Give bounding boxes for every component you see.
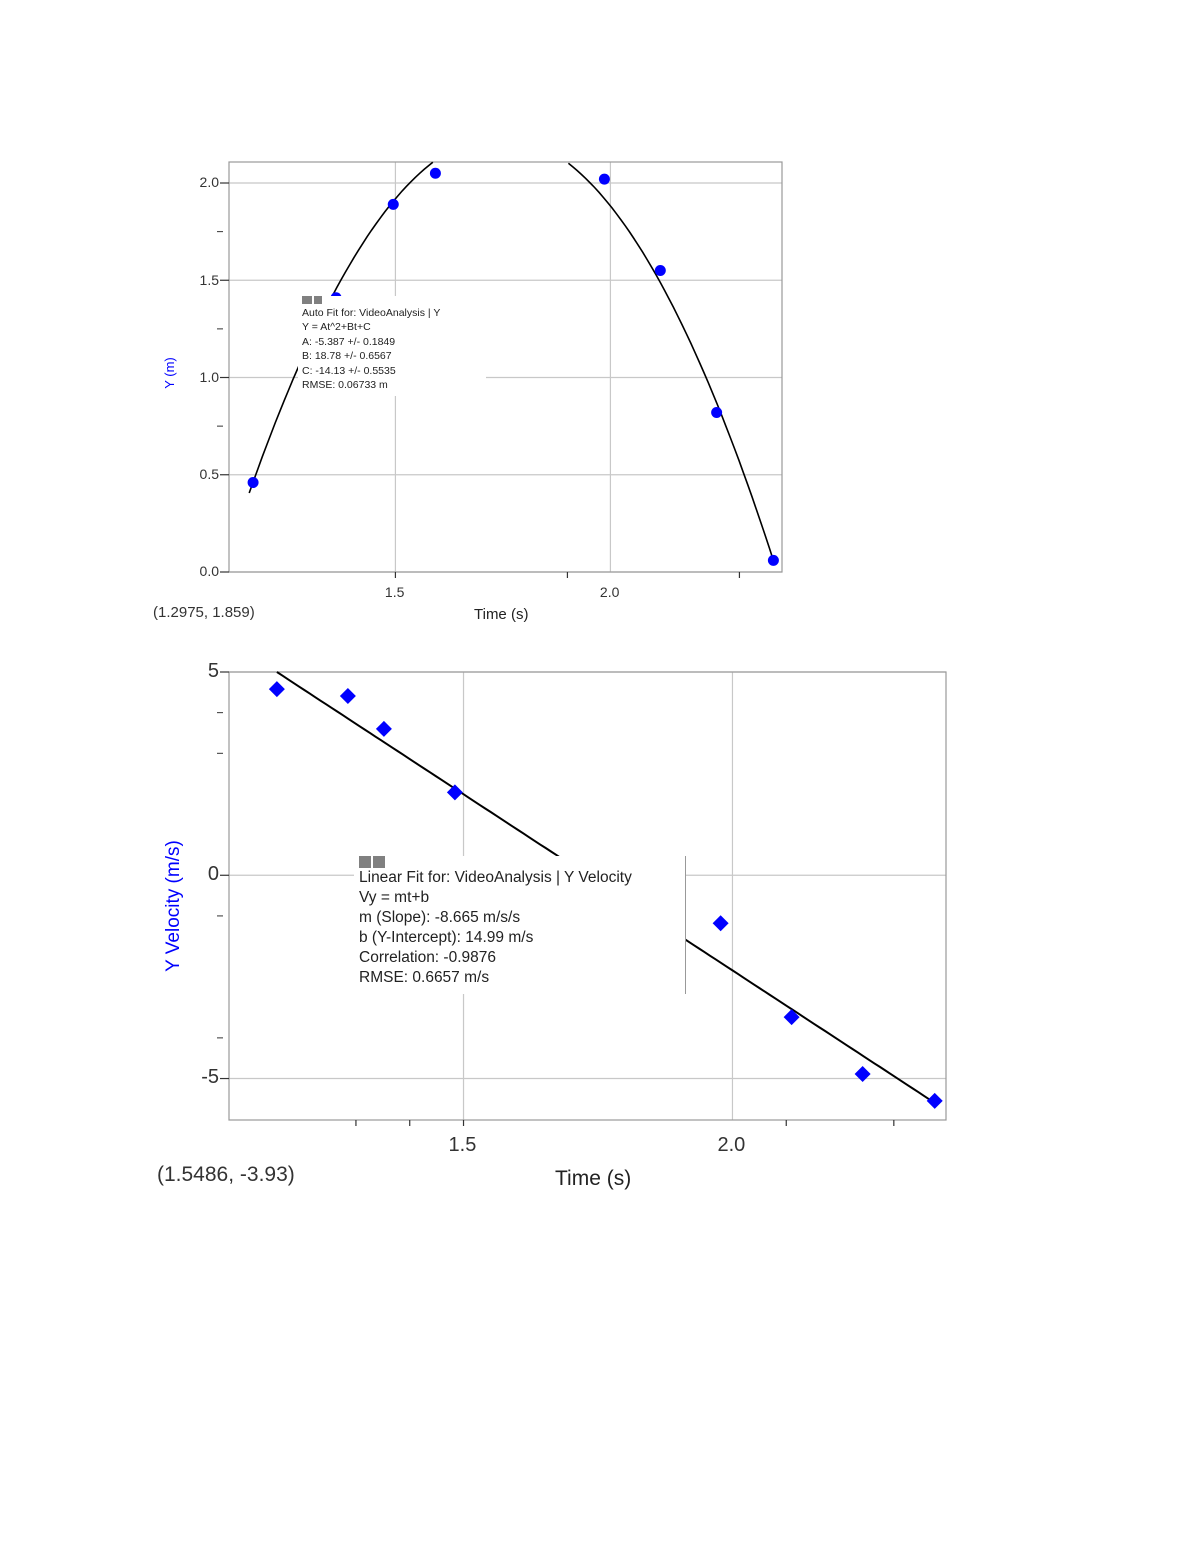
data-point[interactable] xyxy=(339,687,356,704)
fit-curve xyxy=(567,162,775,563)
data-point[interactable] xyxy=(711,407,723,419)
fit-box-controls[interactable] xyxy=(302,296,486,304)
fit-title: Auto Fit for: VideoAnalysis | Y xyxy=(302,307,441,319)
fit-equation: Vy = mt+b xyxy=(359,889,430,906)
position-plot-area[interactable] xyxy=(0,0,1200,640)
y-tick-label: 5 xyxy=(207,659,219,682)
y-tick-label: 1.0 xyxy=(199,368,219,385)
velocity-y-axis-label: Y Velocity (m/s) xyxy=(163,840,184,972)
x-tick-label: 1.5 xyxy=(384,584,405,600)
data-point[interactable] xyxy=(783,1009,800,1026)
fit-box-collapse-icon[interactable] xyxy=(314,296,322,304)
data-point[interactable] xyxy=(375,720,392,737)
fit-equation: Y = At^2+Bt+C xyxy=(302,321,371,334)
fit-intercept: b (Y-Intercept): 14.99 m/s xyxy=(359,929,534,946)
fit-curve xyxy=(248,161,434,494)
x-tick-label: 1.5 xyxy=(448,1134,477,1156)
fit-rmse: RMSE: 0.06733 m xyxy=(302,379,388,392)
position-y-axis-label: Y (m) xyxy=(162,357,177,389)
x-tick-label: 2.0 xyxy=(599,584,620,600)
y-tick-label: 1.5 xyxy=(199,271,219,288)
fit-box-move-icon[interactable] xyxy=(302,296,312,304)
velocity-fit-annotation[interactable]: Linear Fit for: VideoAnalysis | Y Veloci… xyxy=(354,856,686,994)
fit-rmse: RMSE: 0.6657 m/s xyxy=(359,969,490,986)
y-tick-label: 2.0 xyxy=(199,174,219,191)
position-chart[interactable]: Y (m) Time (s) (1.2975, 1.859) Auto Fit … xyxy=(0,0,1200,640)
data-point[interactable] xyxy=(268,681,285,698)
position-fit-annotation[interactable]: Auto Fit for: VideoAnalysis | Y Y = At^2… xyxy=(298,296,486,396)
y-tick-label: 0.5 xyxy=(199,466,219,483)
data-point[interactable] xyxy=(598,173,610,185)
fit-correlation: Correlation: -0.9876 xyxy=(359,949,496,966)
fit-param-b: B: 18.78 +/- 0.6567 xyxy=(302,350,392,363)
data-point[interactable] xyxy=(926,1092,943,1109)
data-point[interactable] xyxy=(712,915,729,932)
data-point[interactable] xyxy=(429,167,441,179)
velocity-x-axis-label: Time (s) xyxy=(555,1167,632,1190)
fit-slope: m (Slope): -8.665 m/s/s xyxy=(359,909,521,926)
y-tick-label: 0.0 xyxy=(199,563,219,580)
velocity-cursor-coords: (1.5486, -3.93) xyxy=(157,1163,295,1186)
data-point[interactable] xyxy=(247,477,259,489)
fit-param-c: C: -14.13 +/- 0.5535 xyxy=(302,364,396,377)
data-point[interactable] xyxy=(854,1066,871,1083)
y-tick-label: -5 xyxy=(201,1066,219,1089)
plot-frame xyxy=(228,671,947,1121)
x-tick-label: 2.0 xyxy=(717,1134,746,1156)
position-cursor-coords: (1.2975, 1.859) xyxy=(153,604,255,621)
y-tick-label: 0 xyxy=(207,862,219,885)
plot-frame xyxy=(228,161,783,573)
data-point[interactable] xyxy=(446,784,463,801)
fit-box-collapse-icon[interactable] xyxy=(373,856,385,868)
position-x-axis-label: Time (s) xyxy=(474,606,529,623)
data-point[interactable] xyxy=(767,554,779,566)
fit-title: Linear Fit for: VideoAnalysis | Y Veloci… xyxy=(359,869,632,886)
velocity-chart[interactable]: Y Velocity (m/s) Time (s) (1.5486, -3.93… xyxy=(0,640,1200,1220)
fit-box-move-icon[interactable] xyxy=(359,856,371,868)
data-point[interactable] xyxy=(387,198,399,210)
fit-param-a: A: -5.387 +/- 0.1849 xyxy=(302,335,396,348)
fit-box-controls[interactable] xyxy=(359,856,685,868)
data-point[interactable] xyxy=(654,265,666,277)
